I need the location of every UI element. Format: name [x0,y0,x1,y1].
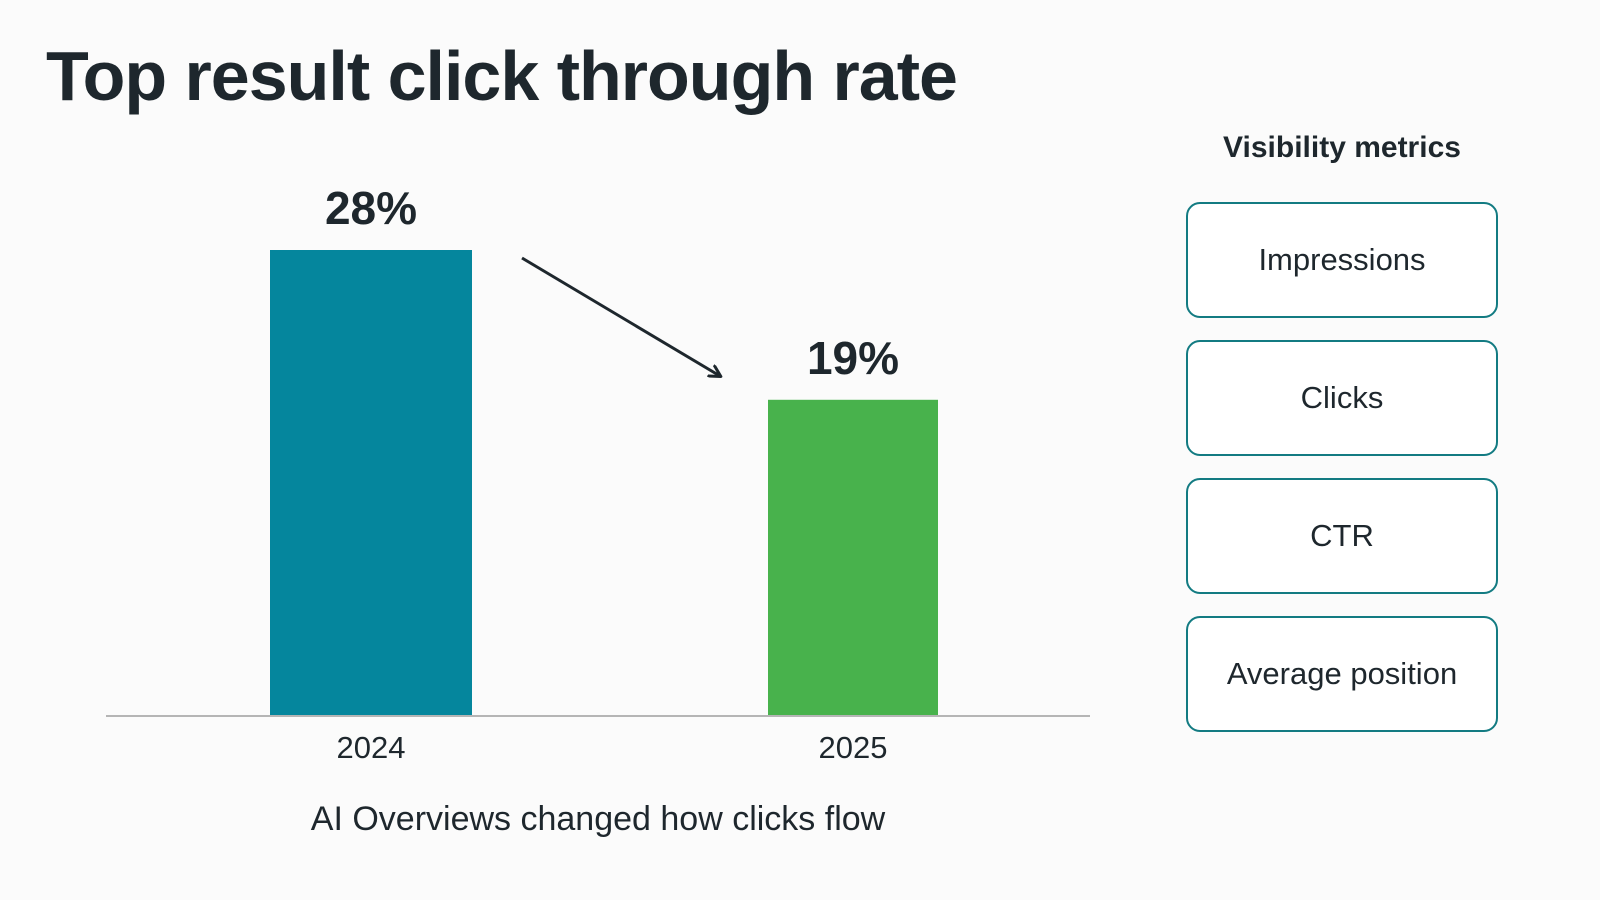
x-tick-2024: 2024 [337,730,406,765]
value-label-2024: 28% [325,182,417,234]
metrics-panel-title: Visibility metrics [1223,131,1461,164]
trend-arrow [521,256,720,376]
visibility-metrics-panel: Visibility metrics Impressions Clicks CT… [1186,120,1498,754]
chart-caption: AI Overviews changed how clicks flow [310,800,886,838]
metric-list: Impressions Clicks CTR Average position [1186,202,1498,732]
metric-impressions: Impressions [1186,202,1498,318]
x-tick-2025: 2025 [819,730,888,765]
chart-title: Top result click through rate [46,37,958,115]
metric-average-position: Average position [1186,616,1498,732]
bar-2024 [270,250,472,716]
value-label-2025: 19% [807,332,899,384]
bar-2025 [768,399,938,716]
metric-ctr: CTR [1186,478,1498,594]
metric-clicks: Clicks [1186,340,1498,456]
